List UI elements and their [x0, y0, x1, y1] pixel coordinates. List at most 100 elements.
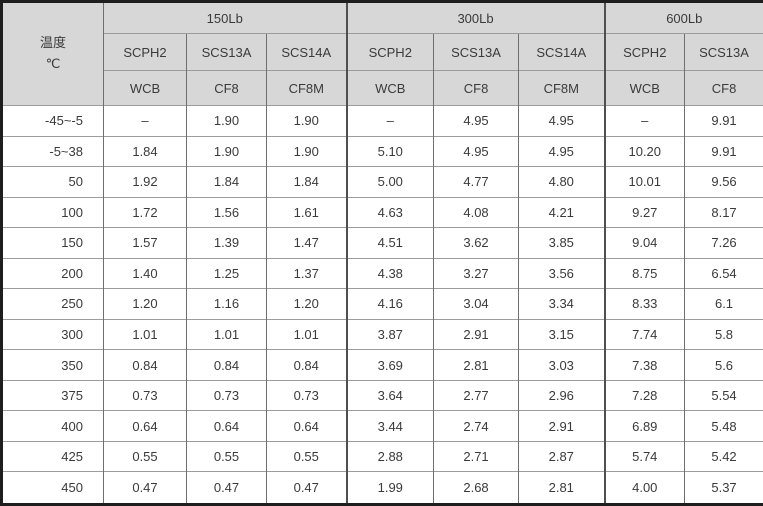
table-body: -45~-5–1.90 1.90–4.95 4.95–9.91 -5~38 1.84 1.…: [1, 105, 763, 505]
celsius-unit-label: ℃: [45, 56, 61, 71]
rating-value-cell: 0.55: [265, 440, 347, 472]
material-header: WCB: [603, 70, 685, 106]
table-row: 150 1.57 1.39 1.47 4.51 3.62 3.85 9.04 7.26: [1, 227, 763, 259]
rating-value-cell: 4.16: [345, 288, 434, 320]
rating-value-cell: 0.64: [186, 410, 267, 442]
rating-value-cell: 7.26: [684, 227, 763, 259]
rating-value-cell: 10.20: [603, 135, 685, 167]
rating-value-cell: 0.64: [265, 410, 347, 442]
rating-value-cell: 1.39: [186, 227, 267, 259]
rating-value-cell: 1.84: [265, 166, 347, 198]
rating-value-cell: 0.47: [265, 471, 347, 505]
grade-header: SCS13A: [684, 33, 763, 71]
rating-value-cell: 1.61: [265, 196, 347, 228]
table-row: 450 0.47 0.47 0.47 1.99 2.68 2.81 4.00 5.37: [1, 471, 763, 505]
rating-value-cell: 6.54: [684, 257, 763, 289]
temperature-column-header: 温度 ℃: [1, 1, 104, 106]
rating-value-cell: 4.00: [603, 471, 685, 505]
rating-value-cell: 3.56: [518, 257, 605, 289]
rating-value-cell: 4.38: [345, 257, 434, 289]
rating-value-cell: 2.71: [433, 440, 519, 472]
material-header: WCB: [103, 70, 187, 106]
grade-header: SCS14A: [518, 33, 605, 71]
temperature-cell: 200: [1, 257, 104, 289]
rating-value-cell: 2.81: [518, 471, 605, 505]
group-header-150lb: 150Lb: [102, 1, 347, 34]
rating-value-cell: 1.16: [186, 288, 267, 320]
table-row: 200 1.40 1.25 1.37 4.38 3.27 3.56 8.75 6.54: [1, 257, 763, 289]
rating-value-cell: 0.64: [103, 410, 187, 442]
temperature-cell: 350: [1, 349, 104, 381]
rating-value-cell: 5.42: [684, 440, 763, 472]
rating-value-cell: 5.10: [345, 135, 434, 167]
rating-value-cell: 9.27: [603, 196, 685, 228]
rating-value-cell: 5.37: [684, 471, 763, 505]
rating-value-cell: 1.90: [186, 135, 267, 167]
table-row: 375 0.73 0.73 0.73 3.64 2.77 2.96 7.28 5.54: [1, 379, 763, 411]
rating-value-cell: 2.88: [345, 440, 434, 472]
rating-value-cell: 4.95: [433, 105, 519, 137]
rating-value-cell: 2.74: [433, 410, 519, 442]
rating-value-cell: 0.84: [103, 349, 187, 381]
rating-value-cell: 4.80: [518, 166, 605, 198]
temperature-cell: 425: [1, 440, 104, 472]
grade-header-row: SCPH2 SCS13A SCS14A SCPH2 SCS13A SCS14A …: [2, 33, 763, 71]
temperature-cell: 400: [1, 410, 104, 442]
grade-header: SCS13A: [433, 33, 519, 71]
rating-value-cell: 0.55: [103, 440, 187, 472]
rating-value-cell: 3.03: [518, 349, 605, 381]
rating-value-cell: 0.84: [186, 349, 267, 381]
rating-value-cell: 3.85: [518, 227, 605, 259]
rating-value-cell: 1.84: [186, 166, 267, 198]
material-header: CF8M: [265, 70, 347, 106]
temperature-cell: 250: [1, 288, 104, 320]
rating-value-cell: 4.95: [518, 105, 605, 137]
table-row: 100 1.72 1.56 1.61 4.63 4.08 4.21 9.27 8.17: [1, 196, 763, 228]
rating-value-cell: 1.56: [186, 196, 267, 228]
rating-value-cell: 6.1: [684, 288, 763, 320]
rating-value-cell: 3.62: [433, 227, 519, 259]
rating-value-cell: 4.21: [518, 196, 605, 228]
rating-value-cell: 1.40: [103, 257, 187, 289]
rating-value-cell: 9.91: [684, 135, 763, 167]
temperature-cell: -45~-5: [1, 105, 104, 137]
rating-value-cell: 1.47: [265, 227, 347, 259]
table-row: 300 1.01 1.01 1.01 3.87 2.91 3.15 7.74 5.8: [1, 318, 763, 350]
material-header: WCB: [345, 70, 434, 106]
rating-value-cell: 5.48: [684, 410, 763, 442]
temperature-cell: 375: [1, 379, 104, 411]
table-row: -5~38 1.84 1.90 1.90 5.10 4.95 4.95 10.20 9.91: [1, 135, 763, 167]
rating-value-cell: 4.77: [433, 166, 519, 198]
temperature-cell: 150: [1, 227, 104, 259]
rating-value-cell: 4.95: [518, 135, 605, 167]
temperature-cell: 100: [1, 196, 104, 228]
grade-header: SCS13A: [186, 33, 267, 71]
rating-value-cell: 2.68: [433, 471, 519, 505]
rating-value-cell: 10.01: [603, 166, 685, 198]
rating-value-cell: –: [103, 105, 187, 137]
rating-value-cell: 5.6: [684, 349, 763, 381]
rating-value-cell: 2.91: [518, 410, 605, 442]
material-header: CF8: [684, 70, 763, 106]
rating-value-cell: 0.73: [186, 379, 267, 411]
rating-value-cell: 4.51: [345, 227, 434, 259]
rating-value-cell: 8.17: [684, 196, 763, 228]
rating-value-cell: 0.84: [265, 349, 347, 381]
rating-value-cell: 1.57: [103, 227, 187, 259]
rating-value-cell: 4.63: [345, 196, 434, 228]
rating-value-cell: 3.04: [433, 288, 519, 320]
rating-value-cell: 1.01: [265, 318, 347, 350]
rating-value-cell: 3.15: [518, 318, 605, 350]
rating-value-cell: 5.54: [684, 379, 763, 411]
rating-value-cell: 0.47: [186, 471, 267, 505]
rating-value-cell: 3.27: [433, 257, 519, 289]
table-row: 425 0.55 0.55 0.55 2.88 2.71 2.87 5.74 5.42: [1, 440, 763, 472]
rating-value-cell: 2.87: [518, 440, 605, 472]
rating-value-cell: 9.04: [603, 227, 685, 259]
table-row: 400 0.64 0.64 0.64 3.44 2.74 2.91 6.89 5.48: [1, 410, 763, 442]
rating-value-cell: 2.77: [433, 379, 519, 411]
rating-value-cell: 1.99: [345, 471, 434, 505]
temperature-cell: 450: [1, 471, 104, 505]
rating-value-cell: 0.47: [103, 471, 187, 505]
